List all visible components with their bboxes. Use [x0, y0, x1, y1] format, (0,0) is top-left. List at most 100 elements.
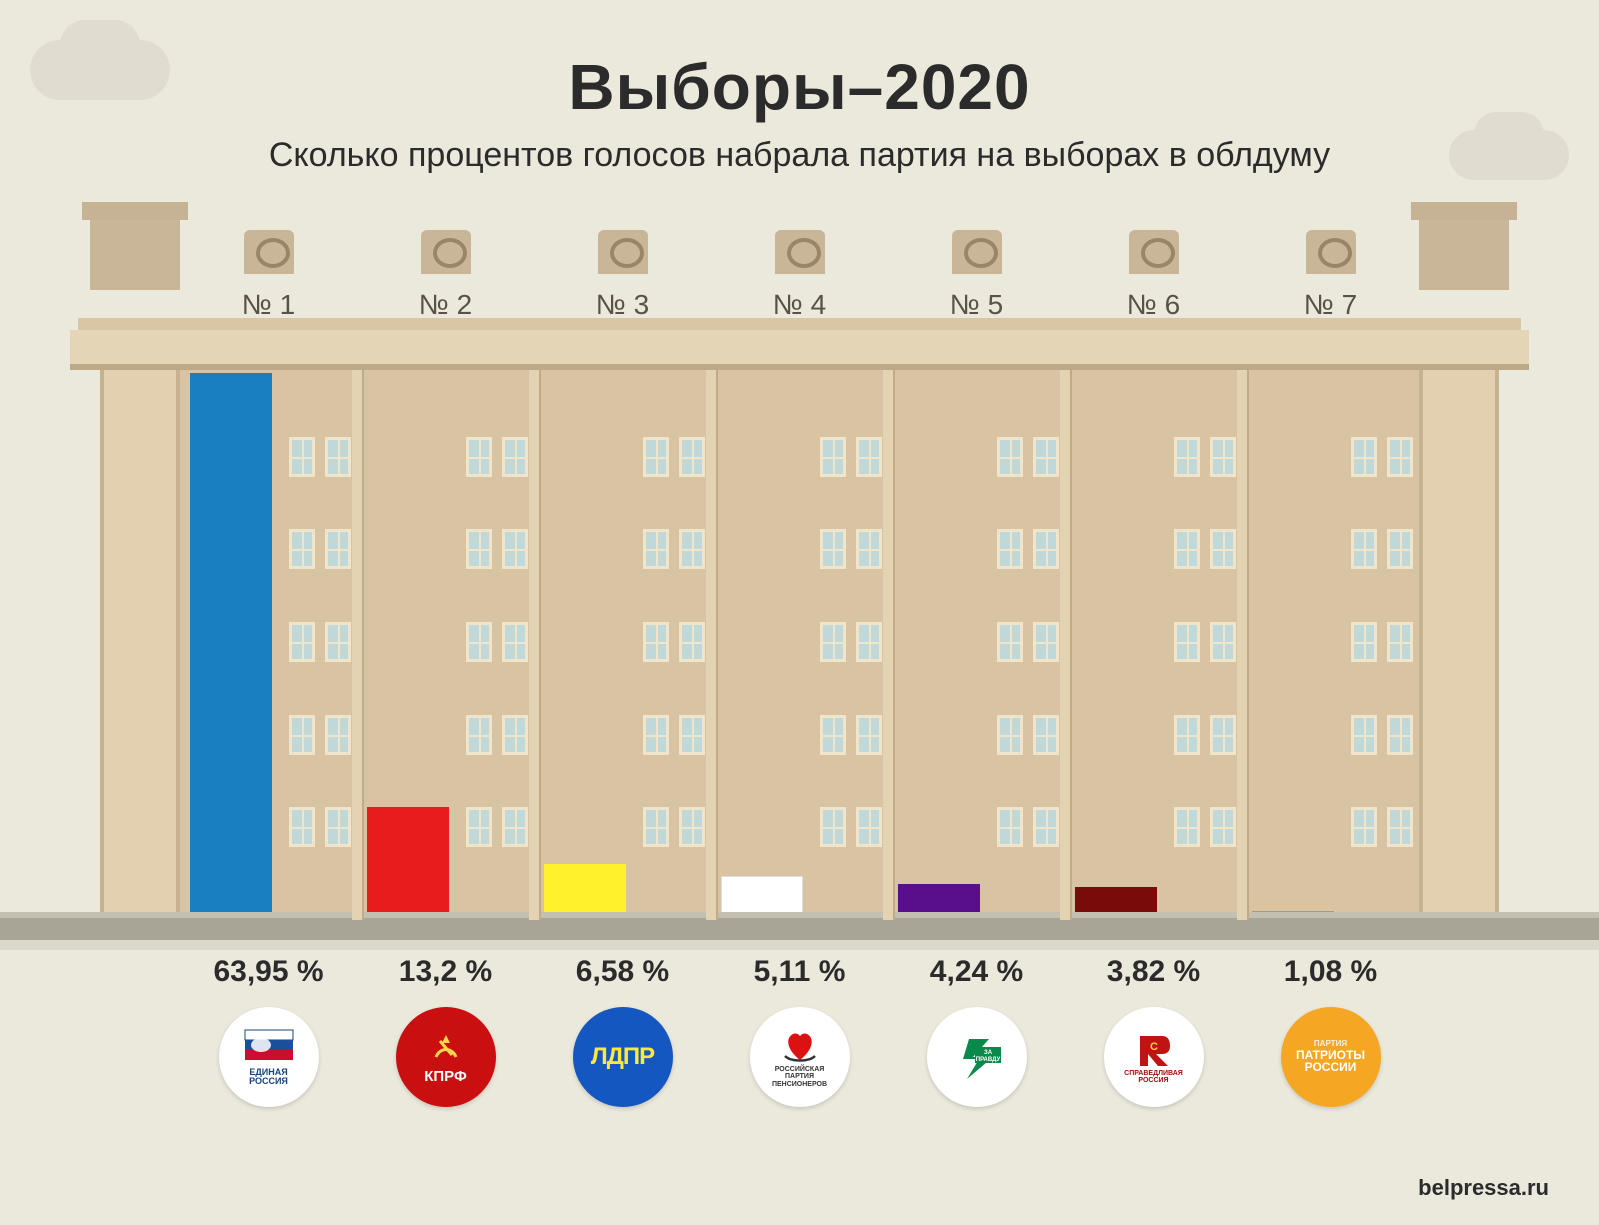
window-column [283, 364, 357, 920]
window-pair [289, 715, 351, 755]
pilaster [100, 364, 180, 920]
bar-slot [888, 364, 991, 920]
chart-bay [534, 364, 711, 920]
rank-label: № 3 [578, 289, 668, 321]
window [1387, 529, 1413, 569]
window [856, 715, 882, 755]
bar-slot [534, 364, 637, 920]
window-pair [997, 622, 1059, 662]
window [856, 622, 882, 662]
page-title: Выборы–2020 [0, 50, 1599, 124]
window [820, 437, 846, 477]
window [1387, 437, 1413, 477]
window [679, 437, 705, 477]
window-column [814, 364, 888, 920]
window [643, 437, 669, 477]
window [997, 437, 1023, 477]
percentage-label: 1,08 % [1256, 955, 1406, 989]
window [1174, 437, 1200, 477]
window [1033, 715, 1059, 755]
pilaster [1060, 364, 1070, 920]
window [289, 437, 315, 477]
percentage-label: 63,95 % [194, 955, 344, 989]
window [679, 622, 705, 662]
window-pair [997, 529, 1059, 569]
page-subtitle: Сколько процентов голосов набрала партия… [0, 136, 1599, 175]
window [679, 807, 705, 847]
rank-label: № 2 [401, 289, 491, 321]
svg-text:ЗА: ЗА [983, 1050, 992, 1056]
source-label: belpressa.ru [1418, 1175, 1549, 1201]
window-column [1168, 364, 1242, 920]
bar-slot [357, 364, 460, 920]
window-pair [997, 437, 1059, 477]
window [1351, 807, 1377, 847]
chart-bay [711, 364, 888, 920]
window [1351, 622, 1377, 662]
window-pair [643, 437, 705, 477]
window-column [637, 364, 711, 920]
window [1210, 715, 1236, 755]
window [325, 807, 351, 847]
window [466, 807, 492, 847]
window [679, 529, 705, 569]
window [1210, 437, 1236, 477]
result-item: 1,08 %ПАРТИЯПАТРИОТЫРОССИИ [1256, 955, 1406, 1107]
window [325, 437, 351, 477]
ground [0, 912, 1599, 940]
result-item: 13,2 % КПРФ [371, 955, 521, 1107]
party-logo: С СПРАВЕДЛИВАЯРОССИЯ [1104, 1007, 1204, 1107]
window [820, 715, 846, 755]
building-chart: № 1№ 2№ 3№ 4№ 5№ 6№ 7 [100, 280, 1499, 940]
window-pair [1351, 437, 1413, 477]
window [289, 715, 315, 755]
window [325, 529, 351, 569]
chart-bay [888, 364, 1065, 920]
window [466, 437, 492, 477]
window-column [1345, 364, 1419, 920]
rank-label: № 7 [1286, 289, 1376, 321]
result-item: 3,82 % С СПРАВЕДЛИВАЯРОССИЯ [1079, 955, 1229, 1107]
party-logo: ЕДИНАЯРОССИЯ [219, 1007, 319, 1107]
window [856, 807, 882, 847]
results-row: 63,95 % ЕДИНАЯРОССИЯ13,2 % КПРФ6,58 %ЛДП… [180, 955, 1419, 1107]
window [643, 807, 669, 847]
cornice [70, 330, 1529, 364]
window [1033, 622, 1059, 662]
pilaster [1237, 364, 1247, 920]
tower-decoration [90, 220, 180, 290]
window-column [460, 364, 534, 920]
window [1174, 622, 1200, 662]
window [325, 622, 351, 662]
window [1174, 807, 1200, 847]
chart-bay [1242, 364, 1419, 920]
window [997, 807, 1023, 847]
window [466, 715, 492, 755]
rank-label: № 4 [755, 289, 845, 321]
window-pair [1174, 622, 1236, 662]
party-logo: КПРФ [396, 1007, 496, 1107]
bar [190, 373, 272, 920]
window-pair [997, 807, 1059, 847]
window [679, 715, 705, 755]
window-pair [1351, 807, 1413, 847]
window [1210, 807, 1236, 847]
window [997, 622, 1023, 662]
window [289, 807, 315, 847]
window-pair [1174, 807, 1236, 847]
facade [100, 364, 1499, 920]
crest-ornament [952, 230, 1002, 274]
crest-ornament [598, 230, 648, 274]
svg-text:ПРАВДУ: ПРАВДУ [975, 1057, 1000, 1063]
window [1033, 807, 1059, 847]
crest-row [180, 230, 1419, 280]
crest-ornament [1129, 230, 1179, 274]
window [1387, 807, 1413, 847]
window [856, 529, 882, 569]
window [325, 715, 351, 755]
result-item: 5,11 % РОССИЙСКАЯПАРТИЯПЕНСИОНЕРОВ [725, 955, 875, 1107]
bar-slot [711, 364, 814, 920]
chart-bay [180, 364, 357, 920]
window [1351, 529, 1377, 569]
window-pair [1351, 715, 1413, 755]
